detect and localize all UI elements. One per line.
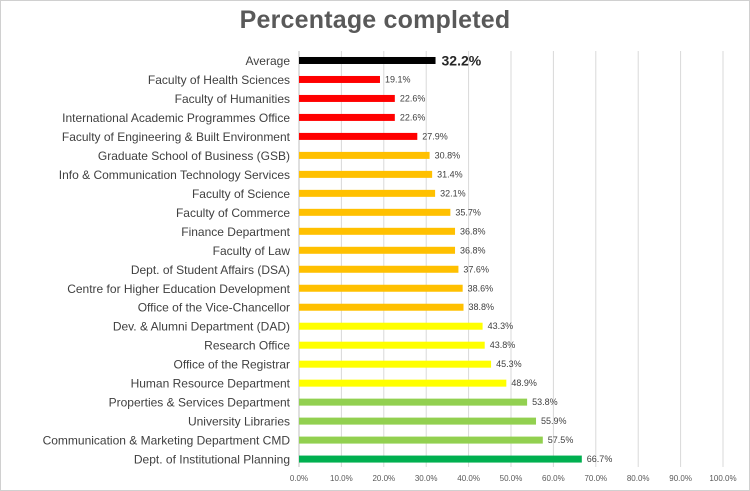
category-label: Faculty of Science <box>192 187 290 201</box>
bar <box>299 265 459 273</box>
bar <box>299 284 463 292</box>
average-value-label: 32.2% <box>442 52 482 68</box>
category-label: Human Resource Department <box>131 377 291 391</box>
category-label: Centre for Higher Education Development <box>67 282 290 296</box>
bar <box>299 94 395 102</box>
data-label: 35.7% <box>455 207 481 217</box>
bar <box>299 208 451 216</box>
bar <box>299 132 418 140</box>
category-label: Dept. of Student Affairs (DSA) <box>131 263 290 277</box>
data-label: 38.6% <box>468 283 494 293</box>
bar <box>299 360 492 368</box>
bar <box>299 151 430 159</box>
category-label: Research Office <box>204 339 290 353</box>
category-label: Faculty of Humanities <box>175 92 290 106</box>
category-label: Dev. & Alumni Department (DAD) <box>113 320 290 334</box>
bar <box>299 170 433 178</box>
category-label: Faculty of Engineering & Built Environme… <box>62 130 291 144</box>
category-label: Info & Communication Technology Services <box>59 168 290 182</box>
bar <box>299 455 582 463</box>
category-label: Finance Department <box>181 225 290 239</box>
bar <box>299 398 528 406</box>
bar <box>299 322 483 330</box>
data-label: 57.5% <box>548 435 574 445</box>
x-tick-label: 70.0% <box>584 474 607 483</box>
data-label: 53.8% <box>532 397 558 407</box>
x-tick-label: 10.0% <box>330 474 353 483</box>
category-label: Faculty of Law <box>213 244 291 258</box>
data-label: 43.3% <box>488 321 514 331</box>
x-tick-label: 50.0% <box>500 474 523 483</box>
bar <box>299 75 380 83</box>
category-label: Graduate School of Business (GSB) <box>98 149 290 163</box>
bars <box>299 56 582 463</box>
bar <box>299 417 537 425</box>
x-tick-label: 40.0% <box>457 474 480 483</box>
data-label: 36.8% <box>460 226 486 236</box>
bar <box>299 436 543 444</box>
data-label: 37.6% <box>463 264 489 274</box>
category-label: Average <box>246 54 291 68</box>
x-tick-label: 90.0% <box>669 474 692 483</box>
bar <box>299 341 485 349</box>
bar <box>299 379 507 387</box>
x-tick-label: 80.0% <box>627 474 650 483</box>
data-label: 19.1% <box>385 74 411 84</box>
data-label: 38.8% <box>469 302 495 312</box>
bar <box>299 189 436 197</box>
category-label: University Libraries <box>188 415 290 429</box>
bar <box>299 303 464 311</box>
category-label: International Academic Programmes Office <box>62 111 290 125</box>
x-tick-label: 20.0% <box>372 474 395 483</box>
bar <box>299 227 456 235</box>
data-label: 36.8% <box>460 245 486 255</box>
data-label: 22.6% <box>400 93 426 103</box>
data-label: 32.1% <box>440 188 466 198</box>
data-label: 43.8% <box>490 340 516 350</box>
category-label: Office of the Vice-Chancellor <box>138 301 290 315</box>
data-label: 30.8% <box>435 150 461 160</box>
category-label: Faculty of Health Sciences <box>148 73 290 87</box>
data-label: 31.4% <box>437 169 463 179</box>
category-label: Faculty of Commerce <box>176 206 290 220</box>
x-tick-label: 0.0% <box>290 474 308 483</box>
labels: 0.0% 10.0% 20.0% 30.0% 40.0% 50.0% 60.0% 70.0% 8… <box>43 52 737 483</box>
x-tick-label: 100.0% <box>709 474 736 483</box>
category-label: Dept. of Institutional Planning <box>134 453 290 467</box>
data-label: 22.6% <box>400 112 426 122</box>
category-label: Office of the Registrar <box>174 358 291 372</box>
data-label: 27.9% <box>422 131 448 141</box>
bar <box>299 113 395 121</box>
chart-title: Percentage completed <box>239 6 511 34</box>
data-label: 48.9% <box>511 378 537 388</box>
data-label: 66.7% <box>587 454 613 464</box>
x-tick-label: 30.0% <box>415 474 438 483</box>
data-label: 55.9% <box>541 416 567 426</box>
bar <box>299 246 456 254</box>
bar-average <box>299 56 436 64</box>
data-label: 45.3% <box>496 359 522 369</box>
category-label: Properties & Services Department <box>109 396 291 410</box>
x-tick-label: 60.0% <box>542 474 565 483</box>
category-label: Communication & Marketing Department CMD <box>43 434 291 448</box>
